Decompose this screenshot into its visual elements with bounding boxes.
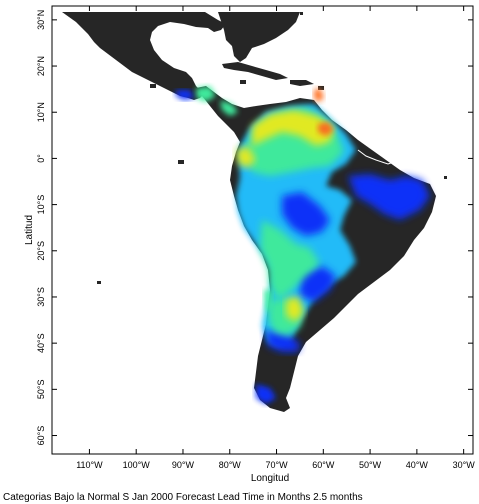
galapagos-island xyxy=(178,160,184,164)
y-tick-label: 0° xyxy=(36,154,46,163)
northern-island xyxy=(300,12,303,15)
shade-orange-caribbean xyxy=(314,88,324,102)
map-plot-area xyxy=(62,12,447,412)
y-tick-label: 30°N xyxy=(36,10,46,30)
x-tick-label: 60°W xyxy=(312,460,335,470)
y-tick-label: 60°S xyxy=(36,426,46,446)
shade-mexico-green xyxy=(196,86,216,102)
y-tick-label: 30°S xyxy=(36,287,46,307)
x-tick-label: 30°W xyxy=(453,460,476,470)
x-tick-label: 40°W xyxy=(406,460,429,470)
x-tick-label: 100°W xyxy=(123,460,151,470)
y-tick-label: 10°N xyxy=(36,102,46,122)
shade-patagonia-blue xyxy=(256,384,276,404)
y-axis-ticks: 30°N 20°N 10°N 0° 10°S 20°S 30°S 40°S 50°S 60°S xyxy=(36,10,473,446)
probability-shading xyxy=(176,86,430,404)
shade-central-america xyxy=(220,100,238,116)
shade-yellow-central xyxy=(286,296,304,322)
shade-mexico-blue xyxy=(176,90,194,100)
atlantic-island xyxy=(444,176,447,179)
x-tick-label: 80°W xyxy=(219,460,242,470)
shade-yellow-north xyxy=(252,110,334,146)
x-tick-label: 50°W xyxy=(359,460,382,470)
plot-frame xyxy=(51,5,474,455)
y-tick-label: 10°S xyxy=(36,195,46,215)
y-tick-label: 40°S xyxy=(36,333,46,353)
hispaniola-island xyxy=(290,80,314,86)
y-tick-label: 50°S xyxy=(36,380,46,400)
shade-chile-green xyxy=(264,290,272,312)
map-caption: Categorias Bajo la Normal S Jan 2000 For… xyxy=(3,492,363,503)
x-axis-ticks: 110°W 100°W 90°W 80°W 70°W 60°W 50°W 40°W 30°W xyxy=(76,6,475,470)
pacific-island xyxy=(97,281,101,284)
y-tick-label: 20°S xyxy=(36,241,46,261)
x-tick-label: 70°W xyxy=(265,460,288,470)
y-axis-title: Latitud xyxy=(24,215,35,245)
north-america-landmass xyxy=(62,12,226,100)
florida-landmass xyxy=(218,12,300,62)
y-tick-label: 20°N xyxy=(36,56,46,76)
shade-orange-north xyxy=(318,122,334,136)
shade-blue-east xyxy=(348,174,430,220)
x-tick-label: 110°W xyxy=(76,460,103,470)
shade-blue-central xyxy=(282,192,330,236)
x-axis-title: Longitud xyxy=(251,473,289,484)
shade-yellow-west xyxy=(236,146,256,168)
x-tick-label: 90°W xyxy=(172,460,195,470)
shade-green-central xyxy=(260,220,320,300)
shade-blue-south xyxy=(266,330,300,352)
cuba-island xyxy=(222,62,288,80)
coastline-detail xyxy=(357,149,395,165)
shade-blue-southeast xyxy=(300,266,336,302)
